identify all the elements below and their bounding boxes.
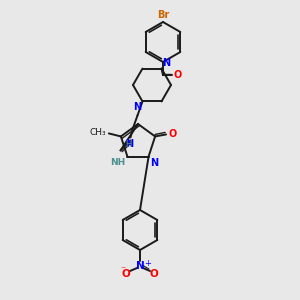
Text: O: O xyxy=(168,129,176,140)
Text: O: O xyxy=(122,269,130,279)
Text: N: N xyxy=(125,140,134,149)
Text: NH: NH xyxy=(110,158,125,166)
Text: N: N xyxy=(136,261,144,271)
Text: CH₃: CH₃ xyxy=(89,128,106,137)
Text: N: N xyxy=(134,103,142,112)
Text: ⁻: ⁻ xyxy=(120,265,126,275)
Text: O: O xyxy=(150,269,158,279)
Text: N: N xyxy=(151,158,159,168)
Text: Br: Br xyxy=(157,10,169,20)
Text: H: H xyxy=(125,140,132,149)
Text: +: + xyxy=(144,259,151,268)
Text: N: N xyxy=(163,58,171,68)
Text: O: O xyxy=(174,70,182,80)
